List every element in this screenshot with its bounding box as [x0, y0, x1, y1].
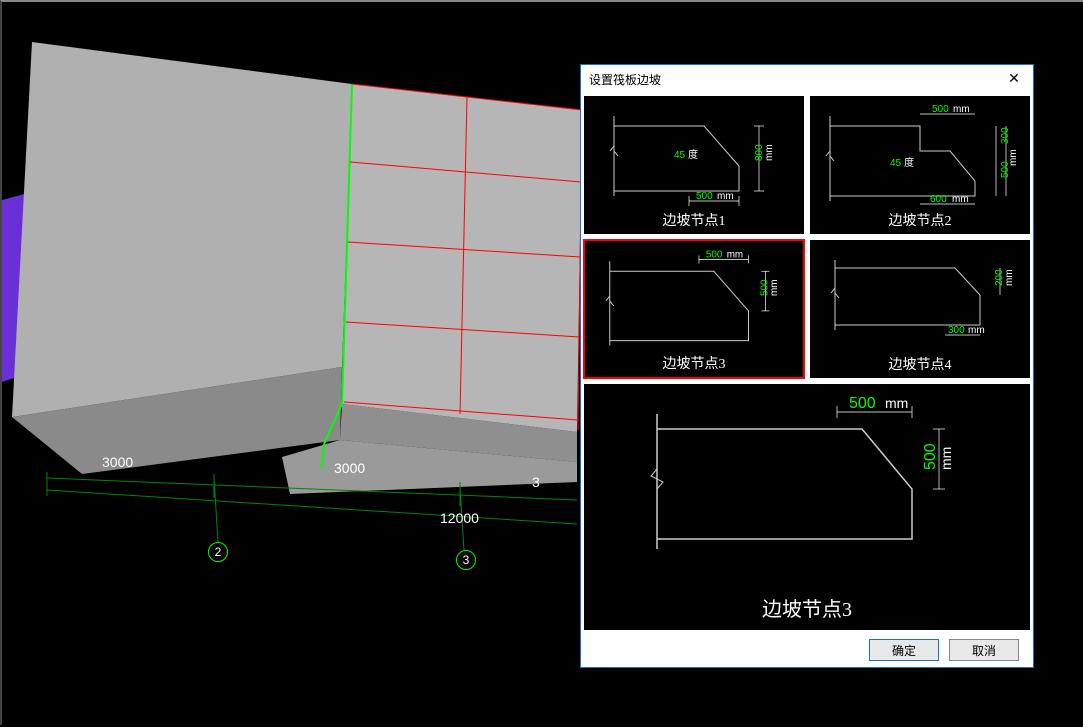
svg-text:mm: mm	[717, 191, 734, 202]
option-label: 边坡节点2	[810, 210, 1030, 230]
svg-text:300: 300	[1000, 127, 1011, 144]
dialog-title: 设置筏板边坡	[589, 71, 661, 88]
slope-option-4[interactable]: 200 mm 300 mm 边坡节点4	[809, 239, 1031, 379]
slope-settings-dialog: 设置筏板边坡 ✕ 45 度 800 mm 500	[580, 64, 1034, 668]
svg-text:mm: mm	[727, 249, 743, 260]
slope-option-2[interactable]: 500 mm 300 500 mm 45 度 600 mm 边坡节点2	[809, 95, 1031, 235]
svg-text:mm: mm	[764, 144, 775, 161]
axis-bubble-3: 3	[456, 550, 476, 570]
dimension-value: 3000	[334, 460, 365, 476]
dialog-titlebar[interactable]: 设置筏板边坡 ✕	[581, 65, 1033, 93]
slope-option-3[interactable]: 500 mm 500 mm 边坡节点3	[583, 239, 805, 379]
preview-label: 边坡节点3	[584, 593, 1030, 622]
option-label: 边坡节点4	[810, 354, 1030, 374]
svg-text:mm: mm	[1008, 149, 1019, 166]
svg-text:mm: mm	[769, 280, 780, 296]
svg-text:mm: mm	[968, 325, 985, 336]
svg-text:500: 500	[706, 249, 723, 260]
svg-text:mm: mm	[938, 447, 954, 470]
dimension-total: 12000	[440, 510, 479, 526]
dialog-button-row: 确定 取消	[581, 633, 1033, 667]
axis-bubble-2: 2	[208, 542, 228, 562]
ok-button[interactable]: 确定	[869, 639, 939, 661]
svg-text:mm: mm	[1004, 269, 1015, 286]
cancel-button[interactable]: 取消	[949, 639, 1019, 661]
slope-option-1[interactable]: 45 度 800 mm 500 mm 边坡节点1	[583, 95, 805, 235]
svg-text:500: 500	[922, 443, 939, 470]
svg-text:600: 600	[930, 194, 947, 205]
close-icon[interactable]: ✕	[999, 67, 1029, 89]
svg-text:mm: mm	[953, 104, 970, 115]
svg-text:300: 300	[948, 325, 965, 336]
svg-text:度: 度	[904, 156, 914, 169]
slope-preview: 500 mm 500 mm 边坡节点3	[583, 383, 1031, 631]
svg-text:45: 45	[890, 158, 902, 169]
svg-text:度: 度	[688, 148, 698, 161]
dimension-value: 3000	[102, 454, 133, 470]
dimension-value: 3	[532, 474, 540, 490]
svg-text:mm: mm	[885, 395, 908, 411]
svg-text:500: 500	[849, 395, 876, 412]
option-label: 边坡节点1	[584, 210, 804, 230]
svg-text:500: 500	[932, 104, 949, 115]
angle-value: 45	[674, 150, 686, 161]
svg-text:500: 500	[696, 191, 713, 202]
svg-text:mm: mm	[952, 194, 969, 205]
slope-options-grid: 45 度 800 mm 500 mm 边坡节点1	[581, 93, 1033, 381]
option-label: 边坡节点3	[585, 353, 803, 373]
